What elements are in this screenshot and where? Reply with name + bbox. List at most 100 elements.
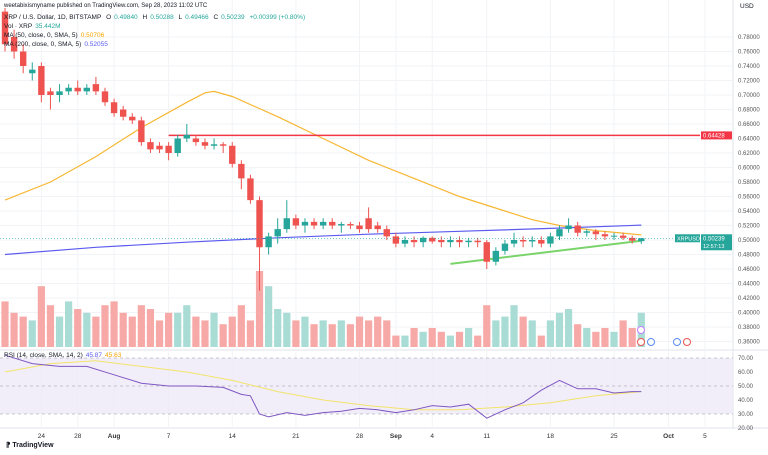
volume-bar	[28, 320, 36, 347]
last-price-tag	[701, 234, 732, 251]
candle-body	[519, 240, 527, 242]
symbol-name[interactable]: XRP / U.S. Dollar, 1D, BITSTAMP	[4, 14, 102, 21]
x-tick-label: 7	[167, 433, 171, 440]
candle-body	[110, 102, 118, 114]
y-tick-label: 0.78000	[738, 35, 760, 41]
tradingview-logo-icon: ⁋	[6, 442, 13, 449]
y-tick-label: 0.70000	[738, 93, 760, 99]
candle-body	[538, 240, 545, 244]
symbol-legend: XRP / U.S. Dollar, 1D, BITSTAMP O 0.49840…	[4, 14, 308, 21]
volume-label: Vol · XRP	[4, 23, 33, 30]
volume-legend[interactable]: Vol · XRP 35.442M	[4, 23, 63, 30]
candle-body	[347, 224, 354, 226]
volume-bar	[355, 316, 364, 347]
candle-body	[165, 145, 172, 153]
rsi-tick-label: 30.00	[738, 412, 754, 418]
x-tick-label: 25	[610, 433, 618, 440]
y-tick-label: 0.48000	[738, 253, 760, 259]
volume-bar	[137, 305, 145, 347]
close-label: C	[213, 14, 219, 21]
rsi-tick-label: 50.00	[738, 384, 754, 390]
candle-body	[1, 11, 9, 45]
y-tick-label: 0.44000	[738, 282, 760, 288]
x-tick-label: Sep	[390, 433, 402, 440]
volume-bar	[228, 316, 236, 347]
candle-body	[192, 138, 200, 143]
last-price-label: 0.50239	[703, 236, 725, 242]
volume-bar	[210, 312, 218, 347]
candle-body	[47, 91, 54, 95]
volume-bar	[346, 324, 355, 347]
volume-bar	[510, 305, 518, 347]
candle-body	[183, 134, 190, 139]
volume-bar	[474, 335, 482, 347]
rsi-tick-label: 20.00	[738, 426, 754, 432]
candle-body	[456, 240, 463, 243]
candle-body	[210, 144, 218, 146]
volume-bar	[237, 305, 245, 347]
candle-body	[219, 144, 227, 146]
high-value: 0.50288	[150, 14, 174, 21]
rsi-legend[interactable]: RSI (14, close, SMA, 14, 2) 45.87 45.63	[4, 352, 124, 359]
volume-bar	[628, 328, 636, 347]
candle-body	[274, 229, 281, 237]
x-tick-label: 24	[38, 433, 46, 440]
candle-body	[574, 225, 581, 233]
candle-body	[629, 237, 636, 241]
volume-bar	[65, 301, 73, 347]
volume-bar	[119, 312, 127, 347]
volume-bar	[46, 305, 55, 347]
y-tick-label: 0.60000	[738, 166, 760, 172]
candle-body	[283, 218, 290, 230]
candle-body	[201, 142, 209, 146]
volume-bar	[74, 309, 82, 347]
y-tick-label: 0.42000	[738, 296, 760, 302]
volume-bar	[246, 320, 255, 347]
rsi-tick-label: 60.00	[738, 370, 754, 376]
candle-body	[229, 145, 236, 164]
volume-bar	[528, 320, 536, 347]
volume-bar	[219, 324, 227, 347]
volume-bar	[574, 324, 582, 347]
y-tick-label: 0.72000	[738, 79, 760, 85]
x-tick-label: 28	[74, 433, 82, 440]
ma50-line	[4, 90, 642, 236]
candle-body	[56, 91, 63, 95]
volume-bar	[464, 328, 473, 347]
candle-body	[619, 235, 627, 238]
volume-bar	[319, 320, 327, 347]
volume-bar	[301, 316, 309, 347]
candle-body	[465, 240, 472, 243]
ma50-legend[interactable]: MA (50, close, 0, SMA, 5) 0.50706	[4, 32, 107, 39]
y-tick-label: 0.38000	[738, 325, 760, 331]
ma200-legend[interactable]: MA (200, close, 0, SMA, 5) 0.52055	[4, 41, 111, 48]
volume-bar	[537, 335, 545, 347]
tradingview-logo[interactable]: ⁋ TradingView	[6, 441, 54, 449]
volume-bar	[546, 320, 554, 347]
x-tick-label: 4	[430, 433, 434, 440]
candle-body	[256, 200, 263, 248]
candle-body	[565, 225, 572, 230]
resistance-tag	[701, 131, 732, 140]
volume-bar	[310, 324, 318, 347]
candle-body	[447, 240, 454, 243]
trend-line	[450, 239, 642, 265]
volume-bar	[128, 316, 136, 347]
y-tick-label: 0.56000	[738, 195, 760, 201]
candle-body	[556, 229, 563, 237]
volume-bar	[483, 305, 491, 347]
candle-body	[547, 236, 554, 244]
volume-bar	[383, 320, 391, 347]
volume-bar	[183, 305, 191, 347]
candle-body	[438, 240, 445, 243]
change-value: +0.00399 (+0.80%)	[249, 14, 306, 21]
volume-bar	[592, 331, 600, 347]
volume-bar	[410, 328, 418, 347]
volume-bar	[619, 320, 627, 347]
volume-bar	[519, 316, 527, 347]
candle-body	[147, 142, 154, 150]
ma50-label: MA (50, close, 0, SMA, 5)	[4, 32, 78, 39]
candle-body	[383, 229, 390, 237]
volume-bar	[328, 324, 336, 347]
